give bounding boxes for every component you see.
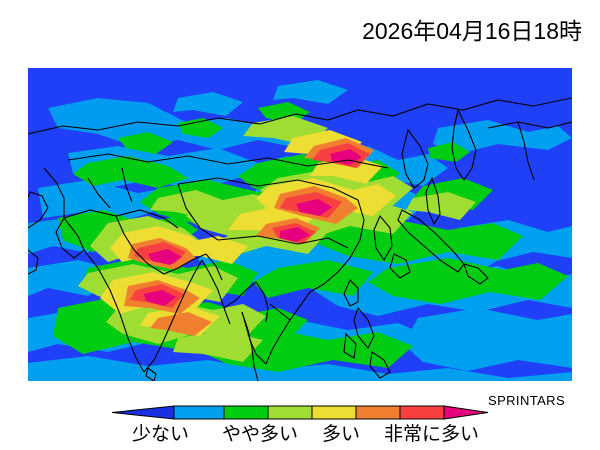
legend-label-somewhat-many: やや多い [222, 424, 299, 445]
colorbar-legend-labels: 少ない やや多い 多い 非常に多い [112, 424, 488, 450]
map-canvas [28, 68, 572, 381]
colorbar-segment-yellow-green [267, 405, 313, 420]
colorbar-segment-yellow [311, 405, 357, 420]
colorbar-over-arrow [443, 405, 488, 420]
colorbar-segment-red [399, 405, 445, 420]
colorbar-segment-orange [355, 405, 401, 420]
sprintars-credit: SPRINTARS [488, 393, 566, 408]
colorbar-under-arrow [112, 405, 175, 420]
legend-label-very-many: 非常に多い [384, 424, 480, 445]
legend-label-few: 少ない [132, 424, 190, 445]
coastline-borders [28, 97, 572, 381]
page-title: 2026年04月16日18時 [362, 18, 582, 44]
colorbar-svg [112, 405, 488, 420]
aerosol-concentration-colorbar [112, 403, 488, 425]
aerosol-forecast-map [28, 68, 572, 381]
colorbar-segment-green [223, 405, 269, 420]
legend-label-many: 多い [322, 424, 361, 445]
colorbar-segment-light-blue [173, 405, 225, 420]
